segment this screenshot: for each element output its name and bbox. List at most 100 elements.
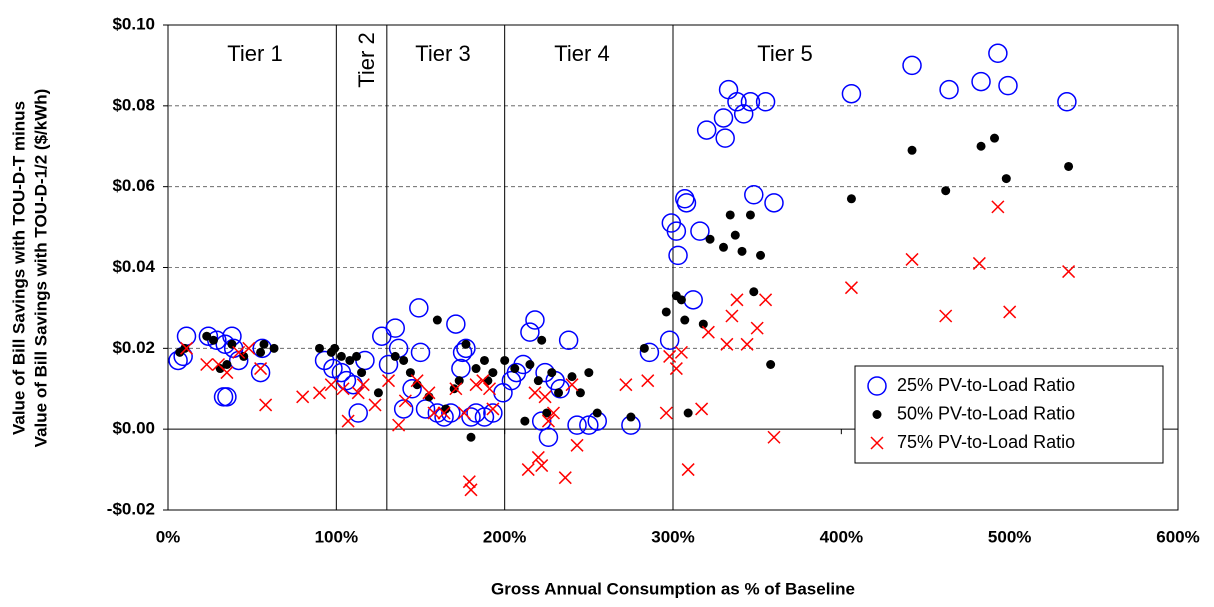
point: [208, 335, 218, 345]
point: [336, 382, 350, 396]
point: [537, 335, 547, 345]
point: [1064, 161, 1074, 171]
point: [725, 210, 735, 220]
point: [971, 71, 991, 92]
y-tick-label: $0.10: [112, 14, 155, 33]
legend: 25% PV-to-Load Ratio 50% PV-to-Load Ratio…: [854, 365, 1164, 464]
y-tick-label: $0.00: [112, 419, 155, 438]
point: [941, 186, 951, 196]
point: [676, 295, 686, 305]
point: [730, 230, 740, 240]
point: [683, 290, 703, 310]
point: [510, 364, 520, 374]
point: [351, 386, 365, 400]
point: [256, 347, 266, 357]
point: [550, 379, 570, 399]
point: [759, 293, 773, 307]
point: [373, 388, 383, 398]
point: [1057, 92, 1077, 112]
point: [659, 330, 680, 350]
tier-label: Tier 4: [554, 41, 609, 66]
point: [558, 471, 572, 485]
point: [764, 193, 784, 213]
point: [200, 357, 214, 372]
point: [565, 378, 579, 392]
y-axis-label: Value of Bill Savings with TOU-D-1/2 ($/…: [31, 89, 50, 448]
point: [415, 399, 436, 419]
point: [372, 326, 392, 346]
point: [744, 185, 764, 205]
point: [755, 92, 776, 112]
point: [315, 343, 324, 353]
y-axis-label: Value of Bill Savings with TOU-D-T minus: [9, 101, 28, 435]
point: [690, 221, 710, 241]
point: [680, 315, 690, 325]
point: [579, 415, 599, 435]
x-tick-label: 400%: [820, 527, 863, 546]
point: [972, 256, 986, 270]
point: [547, 368, 557, 378]
legend-label: 25% PV-to-Load Ratio: [897, 375, 1075, 395]
point: [461, 339, 471, 349]
point: [541, 414, 555, 428]
point: [343, 374, 363, 395]
point: [179, 341, 194, 355]
point: [939, 79, 959, 100]
point: [449, 382, 463, 396]
legend-marker: [872, 410, 882, 419]
point: [520, 322, 540, 342]
point: [479, 355, 489, 365]
point: [676, 193, 697, 213]
point: [720, 337, 734, 351]
point: [202, 331, 212, 341]
point: [1001, 174, 1011, 184]
point: [242, 341, 256, 355]
point: [535, 459, 549, 473]
point: [312, 386, 327, 400]
point: [410, 342, 431, 363]
point: [220, 366, 234, 380]
point: [639, 342, 660, 363]
point: [341, 414, 355, 428]
point: [619, 378, 633, 392]
point: [410, 374, 424, 388]
point: [701, 325, 715, 339]
point: [737, 246, 747, 256]
point: [296, 390, 310, 404]
point: [437, 406, 451, 420]
point: [399, 355, 409, 365]
point: [269, 343, 279, 353]
point: [432, 315, 442, 325]
y-axis-label-group: Value of Bill Savings with TOU-D-T minus…: [9, 89, 50, 448]
point: [905, 252, 919, 266]
point: [698, 319, 708, 329]
tier-label: Tier 2: [354, 32, 379, 87]
point: [525, 360, 535, 369]
point: [176, 326, 197, 346]
legend-label: 75% PV-to-Load Ratio: [897, 432, 1075, 452]
point: [402, 379, 422, 399]
point: [713, 108, 734, 128]
tier-label: Tier 3: [415, 41, 470, 66]
x-tick-label: 100%: [315, 527, 358, 546]
point: [570, 438, 584, 452]
y-tick-label: $0.06: [112, 176, 155, 195]
point: [466, 403, 486, 423]
point: [493, 383, 513, 403]
point: [500, 355, 510, 365]
point: [567, 372, 577, 382]
legend-box: [854, 365, 1164, 464]
point: [357, 368, 367, 378]
point: [464, 483, 478, 497]
point: [719, 242, 728, 252]
point: [990, 133, 1000, 143]
point: [446, 314, 466, 334]
point: [456, 338, 476, 359]
point: [217, 387, 237, 407]
point: [336, 351, 346, 361]
point: [259, 398, 273, 412]
point: [542, 408, 552, 418]
point: [756, 250, 766, 260]
point: [259, 339, 269, 349]
point: [718, 79, 739, 100]
